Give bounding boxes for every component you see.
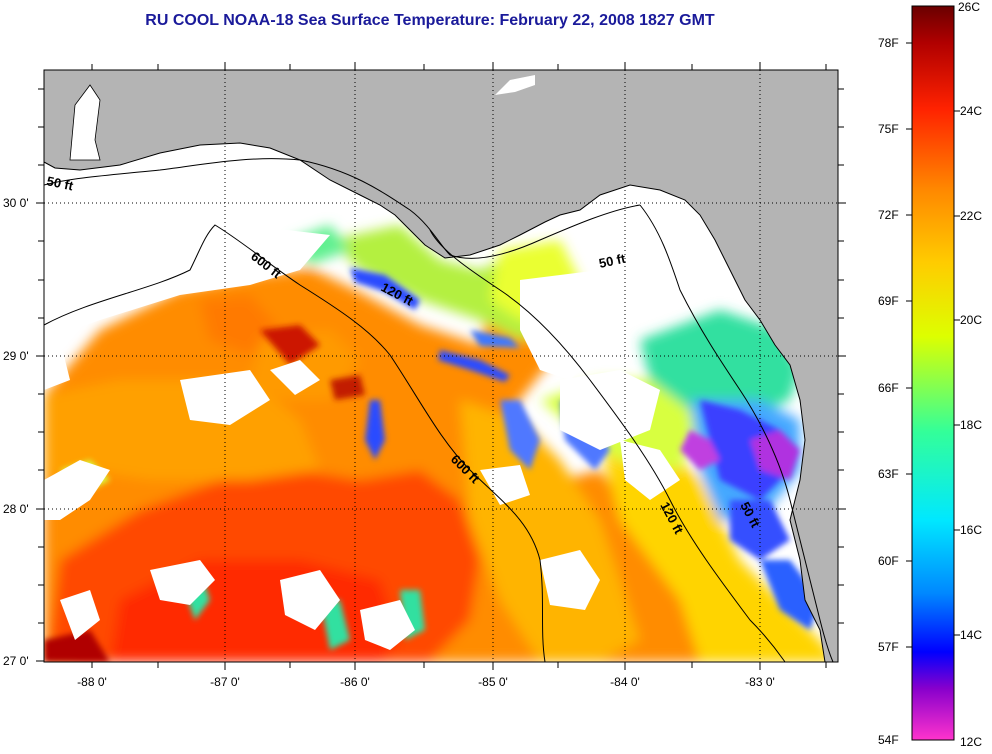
land <box>44 70 838 662</box>
colorbar-f-label: 54F <box>878 733 899 747</box>
colorbar-c-label: 24C <box>960 104 982 118</box>
lon-tick-label: -87 0' <box>210 675 240 689</box>
lon-tick-label: -84 0' <box>610 675 640 689</box>
colorbar: 78F 75F 72F 69F 66F 63F 60F 57F 54F 26C … <box>878 0 982 749</box>
colorbar-f-label: 72F <box>878 208 899 222</box>
lat-tick-label: 29 0' <box>3 349 29 363</box>
map-plot: 50 ft 600 ft 120 ft 50 ft 600 ft 120 ft … <box>44 70 838 662</box>
lat-tick-label: 30 0' <box>3 196 29 210</box>
lat-tick-label: 27 0' <box>3 654 29 668</box>
colorbar-f-label: 57F <box>878 640 899 654</box>
colorbar-ticks <box>906 42 960 648</box>
no-data-patches <box>44 220 680 650</box>
colorbar-c-label: 20C <box>960 313 982 327</box>
colorbar-f-label: 78F <box>878 36 899 50</box>
colorbar-c-label: 26C <box>958 0 980 14</box>
colorbar-c-label: 12C <box>960 735 982 749</box>
colorbar-f-label: 63F <box>878 467 899 481</box>
lon-tick-label: -85 0' <box>478 675 508 689</box>
colorbar-gradient <box>911 5 955 741</box>
mobile-bay <box>69 84 101 161</box>
colorbar-f-label: 60F <box>878 554 899 568</box>
colorbar-f-label: 69F <box>878 294 899 308</box>
tick-marks <box>36 62 846 670</box>
contour-label: 50 ft <box>45 173 75 193</box>
colorbar-f-label: 75F <box>878 122 899 136</box>
lon-tick-label: -83 0' <box>745 675 775 689</box>
graticule <box>44 70 838 662</box>
lat-tick-label: 28 0' <box>3 502 29 516</box>
lon-tick-label: -88 0' <box>77 675 107 689</box>
map-title: RU COOL NOAA-18 Sea Surface Temperature:… <box>145 12 715 29</box>
lon-tick-label: -86 0' <box>340 675 370 689</box>
colorbar-c-label: 14C <box>960 628 982 642</box>
colorbar-c-label: 16C <box>960 523 982 537</box>
contour-label: 50 ft <box>598 251 628 271</box>
inland-water <box>495 75 535 95</box>
colorbar-c-label: 22C <box>960 209 982 223</box>
colorbar-c-label: 18C <box>960 418 982 432</box>
bathymetry-contours <box>44 158 834 662</box>
plot-frame <box>43 69 839 663</box>
latitude-labels: 30 0' 29 0' 28 0' 27 0' <box>3 196 29 668</box>
colorbar-f-label: 66F <box>878 381 899 395</box>
longitude-labels: -88 0' -87 0' -86 0' -85 0' -84 0' -83 0… <box>77 675 775 689</box>
